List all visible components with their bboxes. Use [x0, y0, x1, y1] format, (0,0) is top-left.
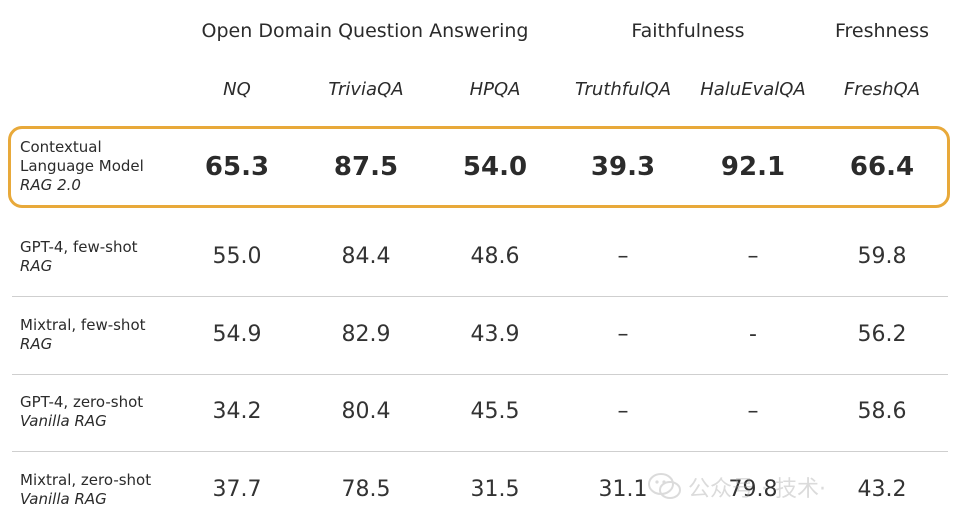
- cell-halueval-qa: –: [747, 399, 759, 424]
- highlight-box: [8, 126, 950, 208]
- cell-halueval-qa: 79.8: [728, 477, 778, 502]
- cell-halueval-qa: –: [747, 244, 759, 269]
- model-name-line: GPT-4, zero-shot: [20, 393, 144, 411]
- group-title-faithfulness: Faithfulness: [631, 20, 745, 42]
- row-divider: [12, 451, 948, 452]
- model-name-line: Contextual: [20, 138, 102, 156]
- model-variant: RAG: [20, 257, 53, 275]
- model-label: GPT-4, few-shot RAG: [20, 238, 138, 276]
- cell-halueval-qa: 92.1: [720, 152, 786, 182]
- cell-nq: 34.2: [212, 399, 262, 424]
- model-name-line: Language Model: [20, 157, 144, 175]
- cell-triviaqa: 84.4: [341, 244, 391, 269]
- column-header-triviaqa: TriviaQA: [328, 79, 404, 100]
- cell-freshqa: 59.8: [857, 244, 907, 269]
- column-header-freshqa: FreshQA: [843, 79, 921, 100]
- cell-hpqa: 43.9: [470, 322, 520, 347]
- cell-hpqa: 31.5: [470, 477, 520, 502]
- table-row: GPT-4, few-shot RAG 55.0 84.4 48.6 – – 5…: [0, 236, 960, 292]
- model-label: Contextual Language Model RAG 2.0: [20, 138, 144, 195]
- cell-freshqa: 66.4: [849, 152, 915, 182]
- table-row: Contextual Language Model RAG 2.0 65.3 8…: [0, 130, 960, 206]
- cell-freshqa: 58.6: [857, 399, 907, 424]
- cell-freshqa: 43.2: [857, 477, 907, 502]
- cell-hpqa: 54.0: [462, 152, 528, 182]
- cell-triviaqa: 80.4: [341, 399, 391, 424]
- cell-triviaqa: 82.9: [341, 322, 391, 347]
- cell-nq: 55.0: [212, 244, 262, 269]
- cell-hpqa: 45.5: [470, 399, 520, 424]
- column-header-truthfulqa: TruthfulQA: [574, 79, 672, 100]
- cell-truthfulqa: 31.1: [598, 477, 648, 502]
- table-row: Mixtral, zero-shot Vanilla RAG 37.7 78.5…: [0, 469, 960, 525]
- model-name-line: Mixtral, few-shot: [20, 316, 146, 334]
- group-title-open-domain-qa: Open Domain Question Answering: [201, 20, 529, 42]
- row-divider: [12, 374, 948, 375]
- wechat-icon: [648, 472, 682, 502]
- model-label: Mixtral, few-shot RAG: [20, 316, 146, 354]
- cell-hpqa: 48.6: [470, 244, 520, 269]
- cell-truthfulqa: 39.3: [590, 152, 656, 182]
- table-row: GPT-4, zero-shot Vanilla RAG 34.2 80.4 4…: [0, 391, 960, 447]
- cell-freshqa: 56.2: [857, 322, 907, 347]
- watermark-text: 公众号 · 技术·: [688, 477, 826, 502]
- row-divider: [12, 296, 948, 297]
- model-variant: Vanilla RAG: [20, 490, 107, 508]
- model-name-line: GPT-4, few-shot: [20, 238, 138, 256]
- model-name-line: Mixtral, zero-shot: [20, 471, 152, 489]
- cell-nq: 37.7: [212, 477, 262, 502]
- model-variant: RAG: [20, 335, 53, 353]
- column-header-halueval-qa: HaluEvalQA: [700, 79, 806, 100]
- cell-truthfulqa: –: [617, 322, 629, 347]
- watermark: 公众号 · 技术·: [648, 470, 826, 504]
- cell-triviaqa: 87.5: [333, 152, 399, 182]
- group-title-freshness: Freshness: [834, 20, 930, 42]
- cell-nq: 65.3: [204, 152, 270, 182]
- column-header-hpqa: HPQA: [469, 79, 521, 100]
- cell-triviaqa: 78.5: [341, 477, 391, 502]
- model-label: GPT-4, zero-shot Vanilla RAG: [20, 393, 143, 431]
- cell-truthfulqa: –: [617, 399, 629, 424]
- model-variant: Vanilla RAG: [20, 412, 107, 430]
- model-label: Mixtral, zero-shot Vanilla RAG: [20, 471, 151, 509]
- cell-nq: 54.9: [212, 322, 262, 347]
- cell-truthfulqa: –: [617, 244, 629, 269]
- table-row: Mixtral, few-shot RAG 54.9 82.9 43.9 – -…: [0, 314, 960, 370]
- cell-halueval-qa: -: [749, 322, 757, 347]
- model-variant: RAG 2.0: [20, 176, 81, 194]
- column-header-nq: NQ: [223, 79, 251, 100]
